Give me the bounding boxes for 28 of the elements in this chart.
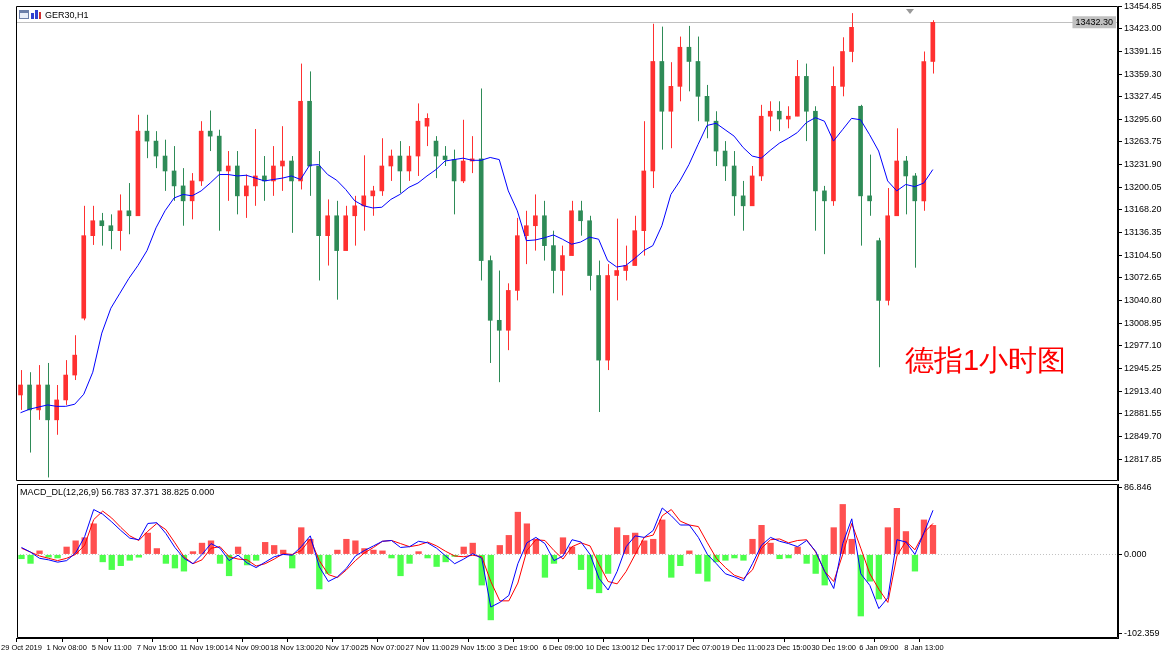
y-tick-label: 13454.85 — [1124, 0, 1162, 11]
y-tick-label: 12881.55 — [1124, 408, 1162, 419]
y-tick-label: 13231.90 — [1124, 159, 1162, 170]
y-tick-label: 13072.65 — [1124, 272, 1162, 283]
y-tick-label: 0.000 — [1124, 548, 1147, 559]
y-tick-label: 12945.25 — [1124, 362, 1162, 373]
annotation: 德指1小时图 — [905, 343, 1067, 377]
y-tick-label: 86.846 — [1124, 481, 1152, 492]
y-tick-label: 13391.15 — [1124, 45, 1162, 56]
y-tick-label: 13263.75 — [1124, 136, 1162, 147]
chart-title: MACD_DL(12,26,9) 56.783 37.371 38.825 0.000 — [20, 487, 215, 497]
y-tick-label: 13295.60 — [1124, 113, 1162, 124]
text: GER30,H1 — [45, 10, 89, 20]
y-tick-label: 13168.20 — [1124, 204, 1162, 215]
y-tick-label: 12817.85 — [1124, 453, 1162, 464]
y-tick-label: 13104.50 — [1124, 249, 1162, 260]
y-tick-label: 12977.10 — [1124, 340, 1162, 351]
y-tick-label: 13040.80 — [1124, 295, 1162, 306]
y-tick-label: 13008.95 — [1124, 317, 1162, 328]
y-tick-label: 13136.35 — [1124, 227, 1162, 238]
ref-line-label: 13432.30 — [1075, 17, 1114, 28]
y-tick-label: 12913.40 — [1124, 385, 1162, 396]
y-tick-label: 12849.70 — [1124, 430, 1162, 441]
y-tick-label: 13327.45 — [1124, 91, 1162, 102]
y-tick-label: 13200.05 — [1124, 181, 1162, 192]
y-tick-label: 13423.00 — [1124, 23, 1162, 34]
y-tick-label: 13359.30 — [1124, 68, 1162, 79]
y-tick-label: -102.359 — [1124, 628, 1160, 639]
